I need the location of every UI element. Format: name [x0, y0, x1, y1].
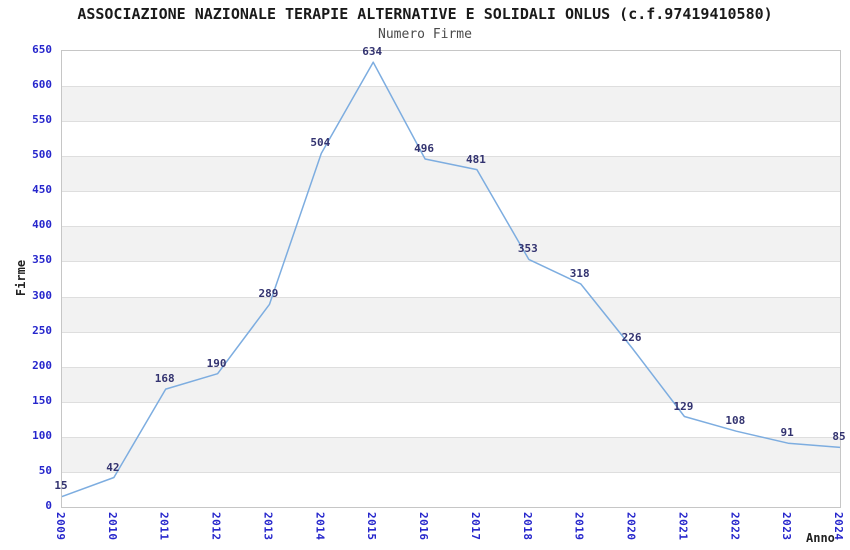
data-point-label: 190 [206, 356, 227, 370]
y-tick-label: 250 [32, 323, 52, 337]
gridline [62, 226, 840, 228]
gridline [62, 156, 840, 158]
gridline [62, 401, 840, 403]
y-tick-label: 450 [32, 183, 52, 197]
chart-title: ASSOCIAZIONE NAZIONALE TERAPIE ALTERNATI… [77, 5, 773, 23]
x-tick-label: 2011 [157, 512, 171, 541]
y-tick-label: 50 [38, 463, 52, 477]
x-tick-label: 2010 [105, 512, 119, 541]
data-point-label: 129 [673, 399, 694, 413]
background-band [62, 121, 840, 157]
x-axis-label: Anno [806, 531, 835, 545]
x-tick-label: 2009 [54, 512, 67, 541]
background-band [62, 471, 840, 507]
data-point-label: 504 [310, 136, 331, 150]
gridline [62, 366, 840, 368]
data-point-label: 108 [725, 414, 746, 428]
data-point-label: 353 [517, 242, 538, 256]
gridline [62, 261, 840, 263]
background-band [62, 436, 840, 472]
data-point-label: 85 [832, 430, 846, 444]
y-tick-label: 550 [32, 113, 52, 127]
line-series [62, 61, 840, 498]
line-series-svg [62, 61, 840, 498]
y-axis-label: Firme [14, 259, 28, 297]
y-tick-label: 650 [32, 43, 52, 56]
gridline [62, 191, 840, 193]
background-band [62, 366, 840, 402]
data-point-label: 15 [54, 479, 68, 493]
data-point-label: 168 [154, 372, 175, 386]
x-tick-label: 2018 [520, 512, 534, 541]
y-tick-label: 500 [32, 148, 52, 162]
y-tick-label: 0 [45, 499, 52, 512]
background-band [62, 51, 840, 87]
data-point-label: 496 [414, 142, 434, 156]
gridline [62, 86, 840, 88]
background-band [62, 401, 840, 437]
background-band [62, 156, 840, 192]
data-point-label: 226 [621, 331, 642, 345]
background-band [62, 296, 840, 332]
data-point-label: 318 [569, 266, 590, 280]
x-tick-label: 2019 [572, 512, 586, 541]
background-band [62, 261, 840, 297]
chart-subtitle: Numero Firme [378, 27, 472, 42]
background-band [62, 331, 840, 367]
y-tick-label: 600 [32, 78, 52, 92]
x-tick-label: 2015 [365, 512, 379, 541]
gridline [62, 436, 840, 438]
x-tick-label: 2023 [780, 512, 794, 541]
data-point-label: 289 [258, 287, 279, 301]
x-tick-label: 2020 [624, 512, 638, 541]
gridline [62, 296, 840, 298]
y-tick-label: 200 [32, 358, 52, 372]
y-tick-label: 150 [32, 393, 52, 407]
plot-area [61, 50, 841, 508]
y-tick-label: 400 [32, 218, 52, 232]
x-tick-label: 2016 [417, 512, 431, 541]
data-point-label: 634 [362, 45, 383, 59]
data-point-label: 481 [465, 152, 486, 166]
data-point-label: 42 [106, 460, 120, 474]
gridline [62, 121, 840, 123]
y-tick-label: 100 [32, 428, 52, 442]
x-tick-label: 2024 [832, 512, 845, 541]
data-point-label: 91 [780, 426, 794, 440]
background-band [62, 226, 840, 262]
y-tick-label: 350 [32, 253, 52, 267]
x-tick-label: 2013 [261, 512, 275, 541]
gridline [62, 331, 840, 333]
x-tick-label: 2017 [468, 512, 482, 541]
x-tick-label: 2014 [313, 512, 327, 541]
y-tick-label: 300 [32, 288, 52, 302]
x-tick-label: 2021 [676, 512, 690, 541]
background-band [62, 191, 840, 227]
x-tick-label: 2022 [728, 512, 742, 541]
background-band [62, 86, 840, 122]
plot-background [62, 51, 840, 507]
x-tick-label: 2012 [209, 512, 223, 541]
gridline [62, 471, 840, 473]
